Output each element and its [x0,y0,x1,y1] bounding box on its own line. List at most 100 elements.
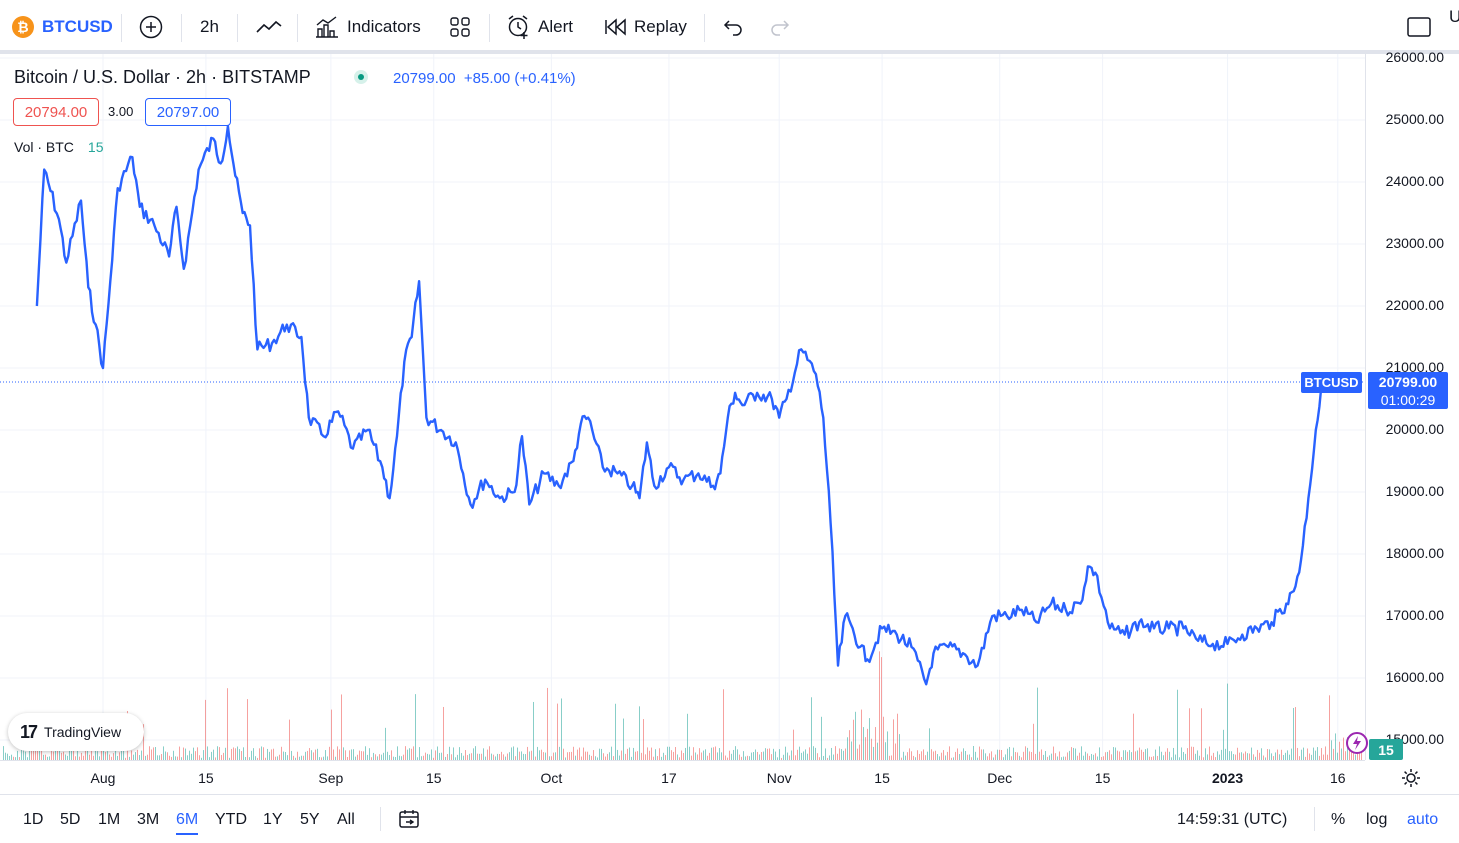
volume-bar [35,747,36,760]
range-button-3m[interactable]: 3M [137,811,160,828]
range-button-5d[interactable]: 5D [60,811,81,828]
redo-button[interactable] [769,0,791,54]
volume-bar [803,751,804,760]
range-button-1d[interactable]: 1D [23,811,44,828]
volume-bar [1305,756,1306,760]
indicators-button[interactable]: Indicators [314,0,421,54]
compare-button[interactable] [138,0,164,54]
tradingview-logo[interactable]: 17 TradingView [8,713,144,751]
volume-bar [619,755,620,760]
range-button-ytd[interactable]: YTD [215,811,247,828]
volume-bar [677,754,678,760]
symbol-search-button[interactable]: ₿ BTCUSD [12,0,113,54]
gear-icon[interactable] [1401,768,1421,788]
undo-button[interactable] [722,0,744,54]
volume-bar [311,750,312,760]
volume-bar [103,749,104,760]
volume-bar [1097,756,1098,760]
volume-bar [675,747,676,760]
volume-bar [25,751,26,760]
range-button-5y[interactable]: 5Y [300,811,320,828]
volume-bars [3,651,1362,760]
volume-bar [245,756,246,760]
price-tick-label: 18000.00 [1385,545,1444,561]
volume-bar [417,757,418,760]
go-to-date-icon[interactable] [397,807,421,831]
volume-bar [97,751,98,760]
clipped-menu-item[interactable]: U [1449,0,1459,44]
replay-button[interactable]: Replay [604,0,687,54]
volume-bar [1243,753,1244,760]
volume-bar [1223,729,1224,760]
volume-bar [1281,749,1282,760]
percent-scale-toggle[interactable]: % [1331,811,1346,828]
volume-bar [1261,748,1262,760]
sell-button[interactable]: 20794.00 [13,98,99,126]
volume-bar [627,748,628,760]
volume-bar [715,746,716,760]
volume-bar [985,753,986,760]
volume-bar [1117,750,1118,760]
interval-button[interactable]: 2h [200,0,219,54]
legend-change: +85.00 (+0.41%) [463,70,576,87]
volume-bar [461,753,462,760]
volume-bar [181,757,182,760]
volume-bar [9,756,10,760]
range-button-1m[interactable]: 1M [98,811,121,828]
volume-bar [1021,757,1022,760]
volume-bar [1191,746,1192,760]
volume-bar [329,746,330,760]
volume-bar [543,752,544,760]
price-chart[interactable] [0,54,1459,794]
volume-bar [761,752,762,760]
volume-bar [869,718,870,760]
alert-button[interactable]: Alert [506,0,573,54]
volume-bar [117,755,118,760]
volume-bar [231,748,232,760]
range-button-all[interactable]: All [337,811,355,828]
range-button-6m[interactable]: 6M [176,811,199,835]
volume-bar [71,746,72,760]
volume-bar [165,751,166,760]
buy-button[interactable]: 20797.00 [145,98,231,126]
volume-bar [1163,755,1164,760]
lightning-icon[interactable] [1346,732,1368,754]
volume-bar [191,753,192,760]
volume-bar [891,755,892,760]
volume-bar [1237,747,1238,760]
volume-bar [73,750,74,760]
volume-bar [697,754,698,760]
log-scale-toggle[interactable]: log [1366,811,1388,828]
volume-bar [895,743,896,760]
plus-circle-icon [139,15,163,39]
templates-button[interactable] [449,0,471,54]
volume-bar [781,757,782,760]
volume-bar [1311,754,1312,760]
auto-scale-toggle[interactable]: auto [1407,811,1439,828]
fullscreen-button[interactable] [1406,0,1432,54]
volume-bar [1149,756,1150,760]
volume-bar [587,751,588,760]
time-axis[interactable]: Aug 15 Sep 15 Oct 17 Nov 15 Dec 15 2023 16 [0,760,1420,795]
volume-bar [813,746,814,760]
chart-type-button[interactable] [256,0,282,54]
volume-bar [393,756,394,760]
volume-bar [545,752,546,760]
spread-value: 3.00 [108,104,134,119]
volume-bar [1277,749,1278,760]
volume-bar [797,749,798,760]
volume-bar [145,755,146,760]
volume-bar [315,749,316,760]
volume-bar [227,688,228,760]
grid-icon [450,17,470,37]
volume-bar [987,756,988,760]
utc-clock[interactable]: 14:59:31 (UTC) [1177,811,1288,828]
volume-bar [399,755,400,760]
volume-bar [429,754,430,760]
tradingview-logo-mark: 17 [20,721,38,742]
volume-bar [63,751,64,760]
volume-bar [335,756,336,760]
range-button-1y[interactable]: 1Y [263,811,283,828]
volume-bar [115,750,116,760]
volume-bar [77,748,78,760]
